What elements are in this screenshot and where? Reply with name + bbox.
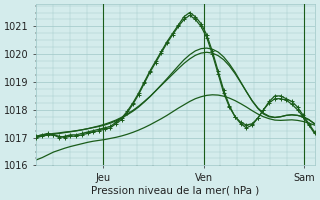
X-axis label: Pression niveau de la mer( hPa ): Pression niveau de la mer( hPa ) — [92, 186, 260, 196]
